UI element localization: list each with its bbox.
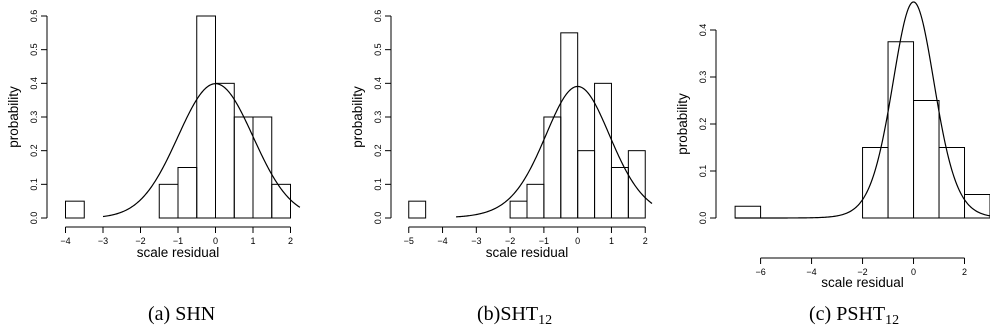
x-tick-label: −6 (755, 267, 765, 277)
y-tick-label: 0.4 (373, 77, 383, 90)
histogram-bar (271, 183, 291, 219)
histogram-bar (158, 183, 179, 219)
density-curve (735, 1, 990, 219)
caption-c-text: (c) PSHT (809, 303, 886, 325)
density-curve (456, 85, 653, 218)
x-tick-label: 2 (643, 236, 648, 246)
histogram-bar (65, 200, 85, 219)
y-axis-title: probability (350, 86, 365, 148)
histogram-bar (734, 205, 762, 219)
y-tick-label: 0.0 (373, 212, 383, 225)
y-tick-label: 0.1 (373, 178, 383, 191)
y-tick-label: 0.6 (29, 10, 39, 23)
chart-panel-2: −5 −4 −3 −2 −1 0 1 2 scale residual 0.0 0.1 0.2 0.3 0… (350, 10, 653, 260)
caption-b-subscript: 12 (538, 313, 553, 328)
y-axis-title: probability (675, 93, 690, 155)
histogram-bar (196, 15, 216, 219)
y-tick-label: 0.3 (29, 111, 39, 124)
density-curve (102, 83, 301, 218)
x-tick-label: −2 (135, 236, 145, 246)
x-tick-label: −4 (437, 236, 447, 246)
y-tick-label: 0.0 (29, 212, 39, 225)
x-tick-label: −4 (60, 236, 70, 246)
x-tick-label: 1 (609, 236, 614, 246)
y-tick-label: 0.1 (29, 178, 39, 191)
chart-panel-3: −6 −4 −2 0 2 scale residual 0.0 0.1 0.2 0.3 0.4 pro… (675, 1, 990, 290)
histogram-panels: −4 −3 −2 −1 0 1 2 scale residual 0.0 0.1 0.2 0.3 0.4… (6, 1, 990, 290)
histogram-bar (964, 194, 990, 219)
y-tick-label: 0.4 (29, 77, 39, 90)
x-tick-label: −2 (857, 267, 867, 277)
histogram-bar (252, 116, 273, 219)
histogram-bar (509, 200, 528, 219)
x-tick-label: 0 (213, 236, 218, 246)
x-tick-label: −3 (98, 236, 108, 246)
histogram-bar (887, 41, 915, 219)
histogram-bar (938, 147, 966, 219)
caption-b: (b)SHT12 (477, 303, 552, 329)
histogram-bar (577, 150, 596, 219)
histogram-bar (862, 147, 889, 219)
x-tick-label: −1 (173, 236, 183, 246)
caption-c-subscript: 12 (885, 313, 900, 328)
x-tick-label: 1 (250, 236, 255, 246)
x-axis-title: scale residual (821, 275, 904, 290)
histogram-bar (594, 82, 612, 219)
y-tick-label: 0.2 (29, 144, 39, 157)
histogram-bar (526, 183, 545, 219)
histogram-bar (913, 100, 940, 219)
histogram-bar (610, 167, 629, 219)
y-tick-label: 0.2 (373, 144, 383, 157)
caption-c: (c) PSHT12 (809, 303, 899, 329)
x-tick-label: −3 (471, 236, 481, 246)
caption-a-text: (a) SHN (148, 303, 216, 325)
x-axis-title: scale residual (486, 245, 569, 260)
x-axis-title: scale residual (137, 245, 220, 260)
x-tick-label: 2 (962, 267, 967, 277)
x-tick-label: −1 (539, 236, 549, 246)
y-tick-label: 0.4 (698, 24, 708, 37)
y-tick-label: 0.6 (373, 10, 383, 23)
y-axis-title: probability (6, 86, 21, 148)
y-tick-label: 0.2 (698, 118, 708, 131)
histogram-bar (408, 200, 427, 219)
x-tick-label: 0 (911, 267, 916, 277)
caption-b-text: (b)SHT (477, 303, 539, 325)
histogram-bar (233, 116, 254, 219)
x-tick-label: 2 (288, 236, 293, 246)
histogram-bar (215, 82, 235, 219)
y-tick-label: 0.1 (698, 165, 708, 178)
histogram-bar (543, 116, 562, 219)
x-tick-label: −2 (505, 236, 515, 246)
y-tick-label: 0.5 (373, 43, 383, 56)
x-tick-label: −5 (404, 236, 414, 246)
y-tick-label: 0.0 (698, 212, 708, 225)
y-tick-label: 0.3 (373, 111, 383, 124)
y-tick-label: 0.5 (29, 43, 39, 56)
y-tick-label: 0.3 (698, 71, 708, 84)
histogram-bar (177, 167, 198, 219)
histogram-bar (627, 150, 646, 219)
chart-panel-1: −4 −3 −2 −1 0 1 2 scale residual 0.0 0.1 0.2 0.3 0.4… (6, 10, 301, 260)
x-tick-label: −4 (806, 267, 816, 277)
histogram-bar (560, 32, 579, 219)
x-tick-label: 0 (575, 236, 580, 246)
caption-a: (a) SHN (148, 303, 215, 326)
